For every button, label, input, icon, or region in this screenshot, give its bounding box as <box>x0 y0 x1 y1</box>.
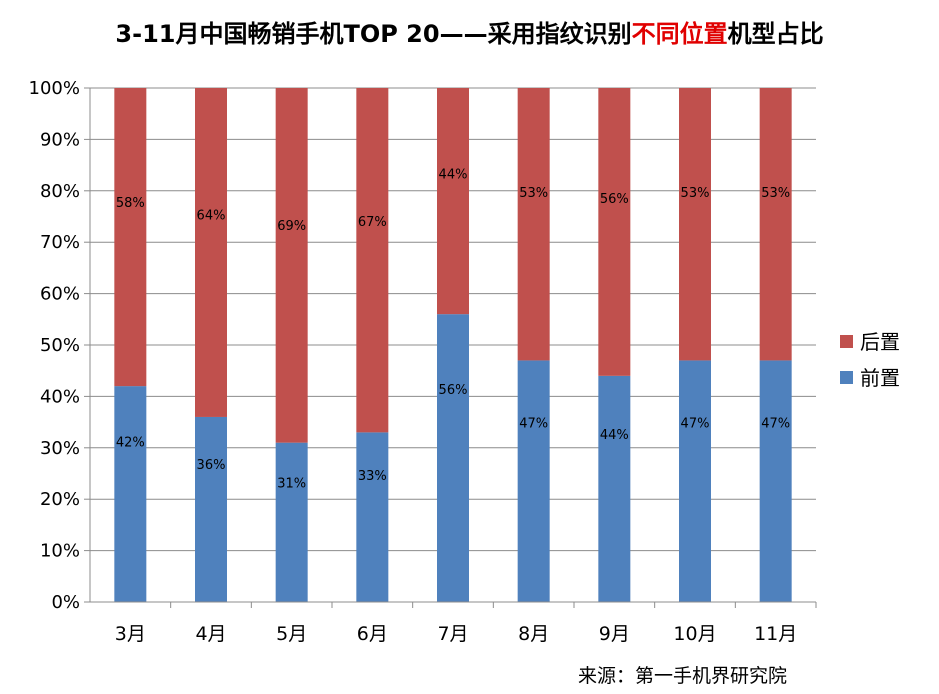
bar-segment <box>114 386 147 602</box>
data-label: 53% <box>519 186 548 201</box>
x-tick-label: 3月 <box>115 623 146 645</box>
legend-label: 后置 <box>860 330 900 354</box>
axes: 0% 10% 20% 30% 40% 50% 60% 70% 80% 90% 100% 3月 4月 5月 6… <box>29 78 817 645</box>
bar-segment <box>275 442 308 602</box>
x-tick-label: 8月 <box>518 623 549 645</box>
data-label: 69% <box>277 219 306 234</box>
y-tick-label: 10% <box>40 541 80 562</box>
bar-segment <box>598 375 631 602</box>
chart-title-highlight: 不同位置 <box>631 20 728 48</box>
bar-segment <box>517 88 550 361</box>
y-tick-label: 20% <box>40 489 80 510</box>
data-label: 44% <box>600 428 629 443</box>
x-tick-label: 4月 <box>195 623 226 645</box>
data-label: 44% <box>439 167 468 182</box>
data-label: 67% <box>358 215 387 230</box>
y-tick-label: 90% <box>40 129 80 150</box>
data-label: 31% <box>277 477 306 492</box>
bar-segment <box>437 88 469 315</box>
bar-segment <box>195 416 227 602</box>
y-tick-label: 0% <box>51 592 80 613</box>
data-labels: 42% 58% 36% 64% 31% 69% 33% 67% 56% 44% 47% 53% 44% 5… <box>116 167 790 491</box>
legend-label: 前置 <box>860 366 900 390</box>
bars <box>114 88 792 602</box>
bar-segment <box>275 88 308 443</box>
bar-segment <box>598 88 631 376</box>
chart-title-suffix: 机型占比 <box>727 20 824 48</box>
data-label: 53% <box>761 186 790 201</box>
y-tick-label: 100% <box>29 78 80 99</box>
y-tick-label: 60% <box>40 284 80 305</box>
bar-segment <box>679 360 711 602</box>
data-label: 56% <box>439 383 468 398</box>
x-tick-label: 10月 <box>673 623 716 645</box>
data-label: 42% <box>116 435 145 450</box>
data-label: 47% <box>519 417 548 432</box>
y-tick-label: 30% <box>40 438 80 459</box>
bar-segment <box>114 88 147 387</box>
data-label: 47% <box>681 417 710 432</box>
data-label: 58% <box>116 196 145 211</box>
bar-segment <box>759 88 792 361</box>
y-tick-label: 50% <box>40 335 80 356</box>
legend-swatch <box>840 335 853 348</box>
x-tick-label: 5月 <box>276 623 307 645</box>
source-note: 来源：第一手机界研究院 <box>577 665 787 687</box>
data-label: 36% <box>197 458 226 473</box>
bar-segment <box>517 360 550 602</box>
x-tick-label: 6月 <box>357 623 388 645</box>
y-tick-label: 40% <box>40 386 80 407</box>
y-tick-label: 70% <box>40 232 80 253</box>
chart-title-prefix: 3-11月中国畅销手机TOP 20——采用指纹识别 <box>115 20 632 48</box>
data-label: 53% <box>681 186 710 201</box>
data-label: 47% <box>761 417 790 432</box>
bar-segment <box>679 88 711 361</box>
data-label: 64% <box>197 209 226 224</box>
bar-segment <box>356 88 389 433</box>
x-tick-label: 11月 <box>754 623 797 645</box>
bar-segment <box>195 88 227 417</box>
bar-segment <box>437 314 469 602</box>
x-tick-label: 9月 <box>599 623 630 645</box>
bar-segment <box>356 432 389 602</box>
data-label: 33% <box>358 469 387 484</box>
legend-swatch <box>840 371 853 384</box>
x-tick-label: 7月 <box>437 623 468 645</box>
y-tick-label: 80% <box>40 181 80 202</box>
chart-title: 3-11月中国畅销手机TOP 20——采用指纹识别不同位置机型占比 <box>0 14 939 49</box>
bar-segment <box>759 360 792 602</box>
data-label: 56% <box>600 192 629 207</box>
